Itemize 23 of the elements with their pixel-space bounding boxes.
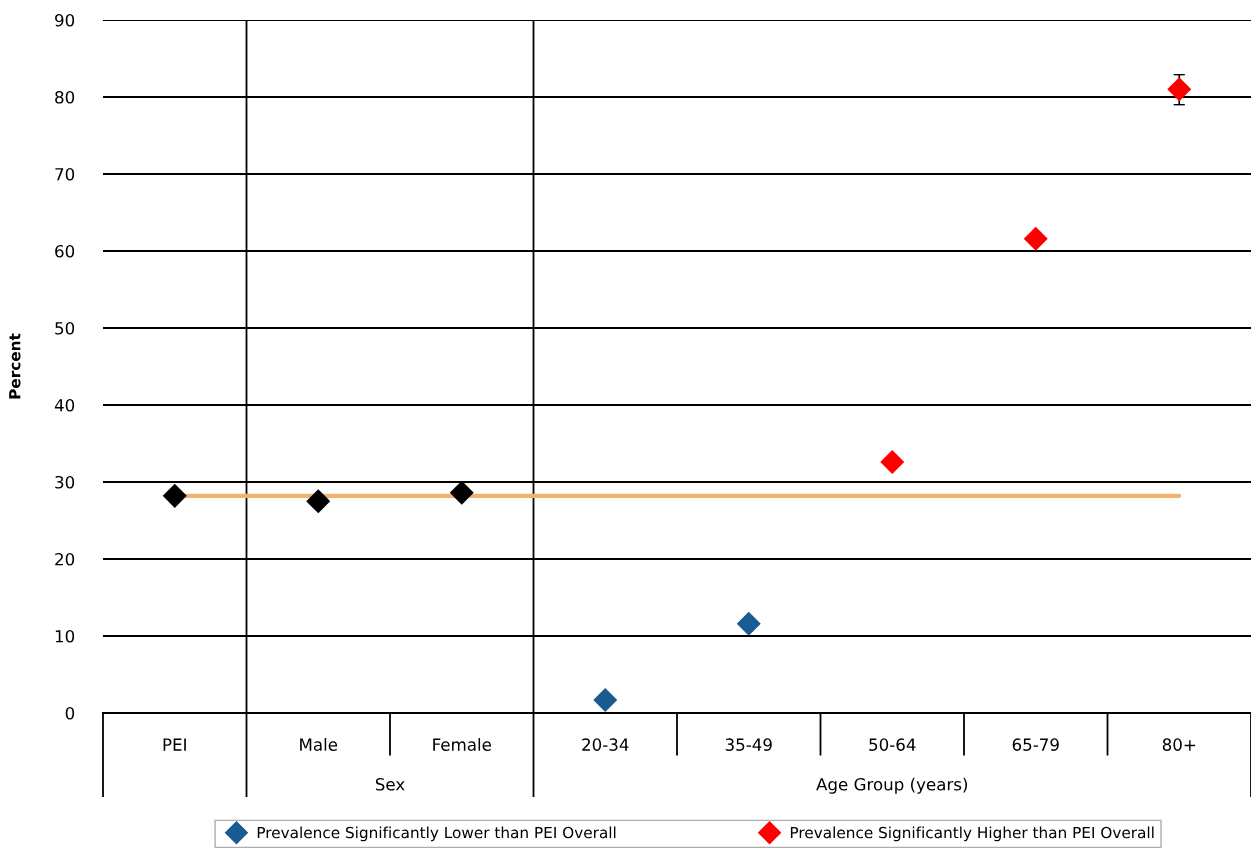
x-tick-label: Male xyxy=(300,738,338,751)
y-tick-label: 90 xyxy=(55,13,75,27)
x-tick-label: Female xyxy=(433,738,491,751)
x-tick-label: PEI xyxy=(163,738,186,751)
y-tick-label: 60 xyxy=(55,244,75,258)
x-tick-label: 20-34 xyxy=(582,738,629,751)
y-tick-label: 30 xyxy=(55,475,75,489)
y-tick-label: 70 xyxy=(55,167,75,181)
y-tick-label: 10 xyxy=(55,629,75,643)
x-tick-label: 80+ xyxy=(1162,738,1196,751)
text: Age Group (years) xyxy=(816,777,968,794)
text: Sex xyxy=(375,777,405,791)
y-tick-label: 0 xyxy=(65,706,75,720)
y-tick-label: 20 xyxy=(55,552,75,566)
legend-label: Prevalence Significantly Higher than PEI Overall xyxy=(790,826,1154,842)
x-tick-label: 35-49 xyxy=(725,738,772,751)
y-tick-label: 40 xyxy=(54,398,75,412)
x-tick-label: 65-79 xyxy=(1012,738,1059,751)
y-tick-label: 50 xyxy=(55,321,75,335)
y-axis-title: Percent xyxy=(9,333,21,399)
y-tick-label: 80 xyxy=(55,90,75,104)
x-tick-label: 50-64 xyxy=(869,738,916,751)
legend-label: Prevalence Significantly Lower than PEI Overall xyxy=(257,826,616,842)
